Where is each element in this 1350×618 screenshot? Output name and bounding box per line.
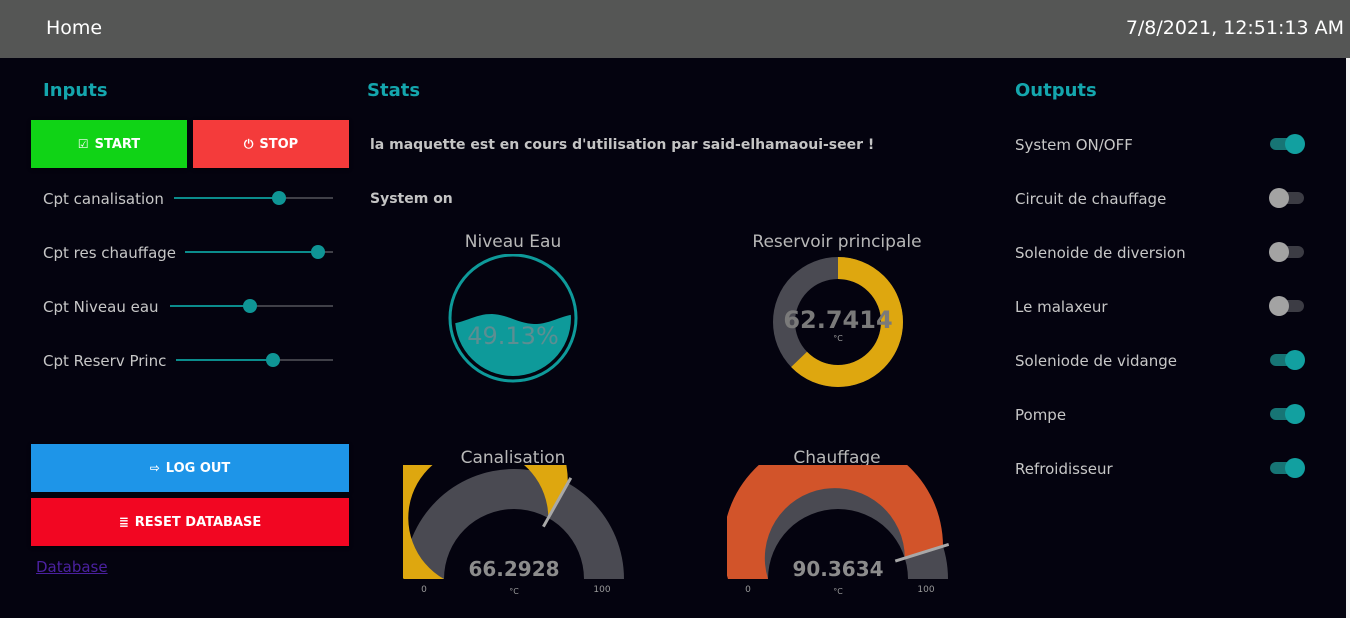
slider-thumb[interactable] <box>311 245 326 259</box>
slider-label-reserv-princ: Cpt Reserv Princ <box>43 352 167 370</box>
toggle-knob <box>1269 296 1289 316</box>
output-label-refroidisseur: Refroidisseur <box>1015 460 1113 478</box>
logout-label: LOG OUT <box>165 460 231 476</box>
canalisation-needle <box>542 477 573 528</box>
reset-database-button[interactable]: ≣ RESET DATABASE <box>31 498 349 546</box>
toggle-knob <box>1285 404 1305 424</box>
usage-message: la maquette est en cours d'utilisation p… <box>370 137 875 153</box>
chauffage-max-label: 100 <box>917 585 934 595</box>
chauffage-value-arc <box>727 465 943 579</box>
chauffage-unit: °C <box>833 587 843 596</box>
output-label-vidange: Soleniode de vidange <box>1015 352 1177 370</box>
canalisation-min-label: 0 <box>421 585 427 595</box>
toggle-circuit-chauffage[interactable] <box>1269 188 1304 208</box>
slider-fill <box>185 251 319 253</box>
toggle-knob <box>1285 458 1305 478</box>
canalisation-unit: °C <box>509 587 519 596</box>
toggle-knob <box>1269 188 1289 208</box>
canalisation-title: Canalisation <box>460 448 566 468</box>
output-label-circuit-chauffage: Circuit de chauffage <box>1015 190 1167 208</box>
canalisation-max-label: 100 <box>593 585 610 595</box>
stop-button[interactable]: ⏻ STOP <box>193 120 349 168</box>
scrollbar[interactable] <box>1346 58 1350 618</box>
outputs-title: Outputs <box>1015 80 1097 101</box>
slider-fill <box>176 359 274 361</box>
water-wave <box>455 314 571 376</box>
canalisation-gauge: 66.2928 °C 0 100 <box>403 465 624 596</box>
logout-button[interactable]: ⇨ LOG OUT <box>31 444 349 492</box>
output-label-system: System ON/OFF <box>1015 136 1133 154</box>
home-link[interactable]: Home <box>46 17 103 39</box>
power-icon: ⏻ <box>243 136 254 151</box>
start-label: START <box>94 136 141 152</box>
slider-fill <box>174 197 279 199</box>
database-link[interactable]: Database <box>36 558 108 576</box>
slider-label-res-chauffage: Cpt res chauffage <box>43 244 177 262</box>
output-label-malaxeur: Le malaxeur <box>1015 298 1108 316</box>
reservoir-unit: °C <box>833 334 843 343</box>
inputs-title: Inputs <box>43 80 108 101</box>
water-level-gauge: 49.13% <box>448 254 578 383</box>
chauffage-title: Chauffage <box>793 448 881 468</box>
chauffage-min-label: 0 <box>745 585 751 595</box>
slider-label-niveau-eau: Cpt Niveau eau <box>43 298 159 316</box>
database-icon: ≣ <box>118 515 129 529</box>
canalisation-value: 66.2928 <box>468 557 559 581</box>
output-label-pompe: Pompe <box>1015 406 1067 424</box>
slider-niveau-eau[interactable] <box>170 299 333 313</box>
toggle-pompe[interactable] <box>1270 404 1305 424</box>
chauffage-needle <box>894 542 949 563</box>
water-gauge-ring <box>448 254 578 383</box>
water-level-value: 49.13% <box>467 322 559 350</box>
start-button[interactable]: ☑ START <box>31 120 187 168</box>
toggle-refroidisseur[interactable] <box>1270 458 1305 478</box>
slider-thumb[interactable] <box>242 299 257 313</box>
slider-reserv-princ[interactable] <box>176 353 333 367</box>
toggle-solenoide-diversion[interactable] <box>1269 242 1304 262</box>
sign-out-icon: ⇨ <box>149 461 160 475</box>
reservoir-value: 62.7414 <box>783 306 892 334</box>
chauffage-gauge: 90.3634 °C 0 100 <box>727 465 949 596</box>
niveau-eau-title: Niveau Eau <box>464 232 562 252</box>
check-square-icon: ☑ <box>77 137 89 151</box>
slider-thumb[interactable] <box>266 353 281 367</box>
reservoir-value-arc <box>773 257 903 387</box>
slider-label-canalisation: Cpt canalisation <box>43 190 164 208</box>
slider-canalisation[interactable] <box>174 191 333 205</box>
reservoir-donut-gauge: 62.7414 °C <box>773 257 903 387</box>
toggle-malaxeur[interactable] <box>1269 296 1304 316</box>
datetime-display: 7/8/2021, 12:51:13 AM <box>1125 17 1344 39</box>
top-bar: Home 7/8/2021, 12:51:13 AM <box>0 0 1350 58</box>
canalisation-track <box>404 469 624 579</box>
output-label-solenoide-diversion: Solenoide de diversion <box>1015 244 1186 262</box>
reservoir-title: Reservoir principale <box>752 232 922 252</box>
reset-label: RESET DATABASE <box>134 514 262 530</box>
toggle-system-on-off[interactable] <box>1270 134 1305 154</box>
chauffage-value: 90.3634 <box>792 557 883 581</box>
toggle-vidange[interactable] <box>1270 350 1305 370</box>
slider-fill <box>170 305 250 307</box>
toggle-knob <box>1285 134 1305 154</box>
system-status: System on <box>370 191 453 207</box>
slider-res-chauffage[interactable] <box>185 245 333 259</box>
stats-title: Stats <box>367 80 421 101</box>
slider-thumb[interactable] <box>271 191 286 205</box>
stop-label: STOP <box>259 136 299 152</box>
toggle-knob <box>1285 350 1305 370</box>
canalisation-value-arc <box>403 465 568 579</box>
toggle-knob <box>1269 242 1289 262</box>
